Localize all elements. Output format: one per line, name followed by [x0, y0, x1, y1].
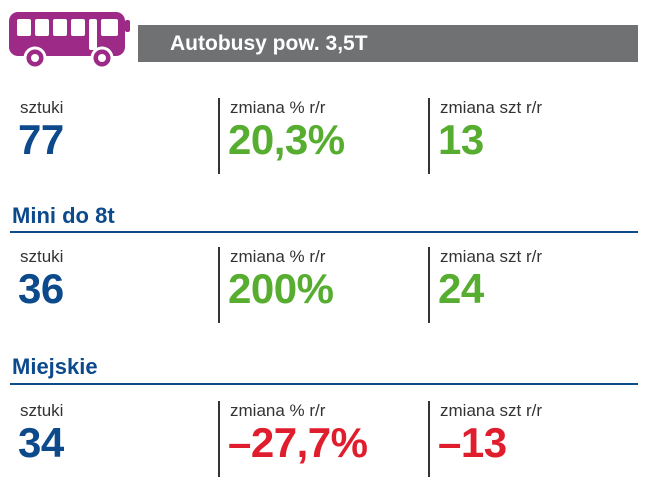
- stat-label: zmiana szt r/r: [440, 98, 543, 117]
- stat-label: sztuki: [20, 98, 64, 117]
- stat-label: zmiana % r/r: [230, 98, 326, 117]
- stat-value: –27,7%: [228, 419, 368, 466]
- section-title-miejskie: Miejskie: [12, 354, 98, 379]
- section-title-mini: Mini do 8t: [12, 203, 115, 228]
- title-bar: Autobusy pow. 3,5T: [138, 25, 638, 62]
- stat-value: 36: [18, 265, 64, 312]
- stat-zmiana-szt: zmiana szt r/r –13: [428, 401, 636, 477]
- stat-value: 20,3%: [228, 116, 345, 163]
- stat-zmiana-procent: zmiana % r/r –27,7%: [218, 401, 426, 477]
- stat-sztuki: sztuki 34: [10, 401, 216, 477]
- stat-label: sztuki: [20, 401, 64, 420]
- stat-value: 24: [438, 265, 484, 312]
- stats-row-miejskie: sztuki 34 zmiana % r/r –27,7% zmiana szt…: [0, 401, 655, 477]
- stat-value: 77: [18, 116, 64, 163]
- stat-zmiana-szt: zmiana szt r/r 24: [428, 247, 636, 323]
- page-title: Autobusy pow. 3,5T: [170, 32, 368, 55]
- stat-zmiana-procent: zmiana % r/r 200%: [218, 247, 426, 323]
- stat-value: 34: [18, 419, 64, 466]
- bus-icon: [9, 12, 130, 70]
- stat-zmiana-szt: zmiana szt r/r 13: [428, 98, 636, 174]
- stat-label: zmiana szt r/r: [440, 401, 543, 420]
- section-divider: [10, 383, 638, 385]
- stat-label: zmiana % r/r: [230, 247, 326, 266]
- stat-value: 200%: [228, 265, 334, 312]
- stats-row-mini: sztuki 36 zmiana % r/r 200% zmiana szt r…: [0, 247, 655, 323]
- stat-value: –13: [438, 419, 507, 466]
- stat-sztuki: sztuki 77: [10, 98, 216, 174]
- stat-label: zmiana % r/r: [230, 401, 326, 420]
- stat-zmiana-procent: zmiana % r/r 20,3%: [218, 98, 426, 174]
- stat-label: sztuki: [20, 247, 64, 266]
- section-divider: [10, 231, 638, 233]
- stat-value: 13: [438, 116, 484, 163]
- stat-label: zmiana szt r/r: [440, 247, 543, 266]
- header: Autobusy pow. 3,5T: [0, 0, 655, 78]
- stat-sztuki: sztuki 36: [10, 247, 216, 323]
- stats-row-autobusy: sztuki 77 zmiana % r/r 20,3% zmiana szt …: [0, 98, 655, 174]
